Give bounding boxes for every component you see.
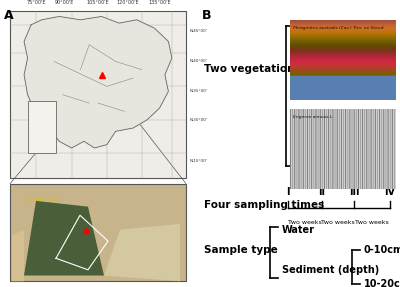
Polygon shape — [104, 224, 180, 281]
Text: Four sampling times: Four sampling times — [204, 200, 324, 210]
Text: 10-20cm: 10-20cm — [364, 279, 400, 287]
Text: 75°00'E: 75°00'E — [27, 0, 46, 5]
Text: Yellow River: Yellow River — [24, 197, 59, 202]
Text: N,35°00': N,35°00' — [190, 89, 208, 93]
Text: N,40°00': N,40°00' — [190, 59, 207, 63]
Text: Sample type: Sample type — [204, 245, 278, 255]
Polygon shape — [24, 201, 104, 276]
Text: 0-10cm: 0-10cm — [364, 245, 400, 255]
Text: Water: Water — [282, 225, 315, 234]
Text: B: B — [202, 9, 212, 22]
Text: 135°00'E: 135°00'E — [148, 0, 171, 5]
Text: N,15°00': N,15°00' — [190, 159, 207, 163]
Text: 105°00'E: 105°00'E — [87, 0, 109, 5]
Text: N,45°00': N,45°00' — [190, 30, 207, 34]
Text: A: A — [4, 9, 14, 22]
Polygon shape — [24, 16, 172, 148]
Text: III: III — [349, 187, 359, 197]
Text: Two weeks: Two weeks — [355, 220, 389, 224]
Text: N,30°00': N,30°00' — [190, 118, 208, 122]
Text: 120°00'E: 120°00'E — [117, 0, 139, 5]
Text: Phragmites australis (Cav.) Trin. ex Steud.: Phragmites australis (Cav.) Trin. ex Ste… — [293, 26, 385, 30]
Text: Two weeks: Two weeks — [288, 220, 322, 224]
Text: Two weeks: Two weeks — [321, 220, 355, 224]
Text: IV: IV — [384, 187, 396, 197]
Text: II: II — [318, 187, 326, 197]
Polygon shape — [12, 230, 24, 281]
Text: Erigeron annuus L.: Erigeron annuus L. — [293, 115, 334, 119]
Text: 90°00'E: 90°00'E — [55, 0, 74, 5]
Text: Two vegetation communiyies: Two vegetation communiyies — [204, 64, 375, 74]
Text: Sediment (depth): Sediment (depth) — [282, 265, 379, 275]
Text: I: I — [286, 187, 290, 197]
